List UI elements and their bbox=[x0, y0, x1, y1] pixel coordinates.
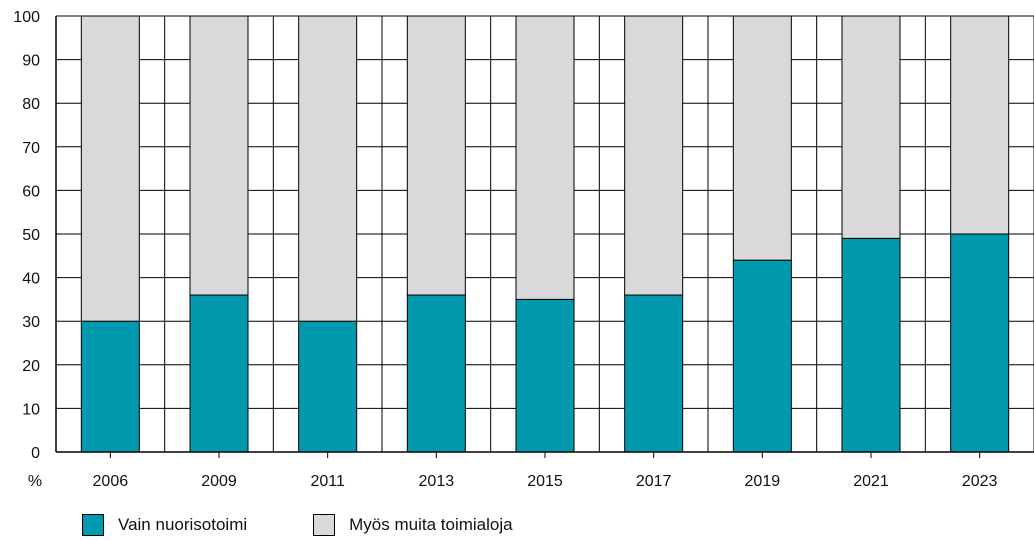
y-tick-label: 0 bbox=[31, 445, 40, 462]
bar-segment-2021-vain-nuorisotoimi bbox=[841, 237, 901, 453]
bar-segment-2009-myos-muita-toimialoja bbox=[189, 15, 249, 296]
bar-segment-2017-vain-nuorisotoimi bbox=[624, 294, 684, 453]
x-tick-label: 2017 bbox=[636, 473, 672, 490]
y-tick-label: 50 bbox=[22, 227, 40, 244]
y-tick-label: 30 bbox=[22, 314, 40, 331]
legend-item-myos-muita-toimialoja: Myös muita toimialoja bbox=[313, 514, 513, 536]
x-tick-label: 2009 bbox=[201, 473, 237, 490]
y-tick-label: 60 bbox=[22, 183, 40, 200]
x-tick-label: 2013 bbox=[419, 473, 455, 490]
bar-segment-2019-vain-nuorisotoimi bbox=[732, 259, 792, 453]
bar-segment-2011-myos-muita-toimialoja bbox=[298, 15, 358, 322]
y-tick-label: 80 bbox=[22, 96, 40, 113]
x-tick-label: 2006 bbox=[93, 473, 129, 490]
y-tick-label: 90 bbox=[22, 53, 40, 70]
y-tick-label: 100 bbox=[13, 9, 40, 26]
x-tick-label: 2011 bbox=[310, 473, 345, 490]
x-tick-label: 2021 bbox=[853, 473, 889, 490]
x-tick-label: 2019 bbox=[745, 473, 781, 490]
x-tick-labels: 2006 2009 2011 2013 2015 2017 2019 2021 2023 bbox=[93, 452, 998, 490]
x-tick-label: 2023 bbox=[962, 473, 998, 490]
legend-swatch-teal bbox=[82, 514, 104, 536]
bar-segment-2011-vain-nuorisotoimi bbox=[298, 320, 358, 453]
bar-segment-2009-vain-nuorisotoimi bbox=[189, 294, 249, 453]
legend: Vain nuorisotoimi Myös muita toimialoja bbox=[82, 512, 579, 538]
bar-segment-2021-myos-muita-toimialoja bbox=[841, 15, 901, 239]
bar-segment-2015-myos-muita-toimialoja bbox=[515, 15, 575, 300]
bar-group bbox=[80, 15, 1010, 453]
bar-segment-2023-vain-nuorisotoimi bbox=[950, 233, 1010, 453]
x-tick-label: 2015 bbox=[527, 473, 563, 490]
bar-segment-2013-vain-nuorisotoimi bbox=[406, 294, 466, 453]
legend-item-vain-nuorisotoimi: Vain nuorisotoimi bbox=[82, 514, 247, 536]
bar-segment-2015-vain-nuorisotoimi bbox=[515, 298, 575, 453]
y-axis-unit-label: % bbox=[28, 473, 42, 490]
bar-segment-2013-myos-muita-toimialoja bbox=[406, 15, 466, 296]
bar-segment-2006-myos-muita-toimialoja bbox=[80, 15, 140, 322]
legend-swatch-gray bbox=[313, 514, 336, 536]
y-tick-label: 70 bbox=[22, 140, 40, 157]
y-tick-label: 10 bbox=[22, 401, 40, 418]
y-tick-label: 40 bbox=[22, 271, 40, 288]
legend-label: Myös muita toimialoja bbox=[349, 515, 513, 534]
y-tick-label: 20 bbox=[22, 358, 40, 375]
bar-segment-2017-myos-muita-toimialoja bbox=[624, 15, 684, 296]
bar-segment-2006-vain-nuorisotoimi bbox=[80, 320, 140, 453]
bar-segment-2019-myos-muita-toimialoja bbox=[732, 15, 792, 261]
legend-label: Vain nuorisotoimi bbox=[118, 515, 248, 534]
bar-segment-2023-myos-muita-toimialoja bbox=[950, 15, 1010, 235]
y-tick-labels: 0 10 20 30 40 50 60 70 80 90 100 bbox=[13, 9, 40, 462]
